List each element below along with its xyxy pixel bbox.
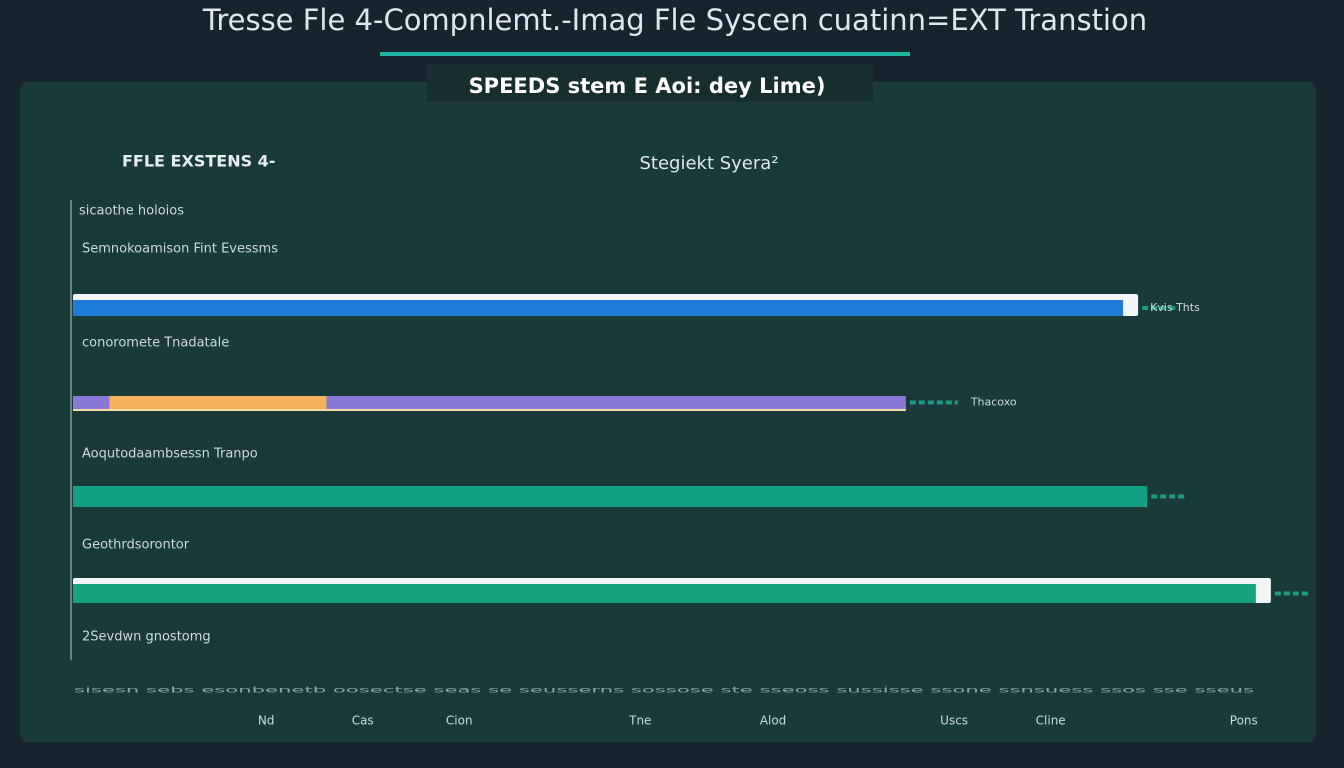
panel bbox=[20, 82, 1316, 742]
bottom-label: 2Sevdwn gnostomg bbox=[82, 630, 211, 645]
x-tick-label: Pons bbox=[1230, 714, 1258, 728]
chart-subtitle: SPEEDS stem E Aoi: dey Lime) bbox=[469, 74, 826, 98]
bar-segment bbox=[109, 396, 327, 409]
center-heading: Stegiekt Syera² bbox=[639, 153, 778, 174]
left-heading: FFLE EXSTENS 4- bbox=[122, 152, 275, 171]
bar-segment bbox=[73, 486, 1148, 507]
bar-note: Kvis Thts bbox=[1150, 301, 1200, 314]
category-label: Semnokoamison Fint Evessms bbox=[82, 242, 278, 257]
x-tick-label: Tne bbox=[628, 714, 651, 728]
x-tick-label: Cion bbox=[446, 714, 473, 728]
x-tick-label: Nd bbox=[258, 714, 275, 728]
x-tick-label: Uscs bbox=[940, 714, 968, 728]
x-tick-label: Alod bbox=[760, 714, 787, 728]
bar-segment bbox=[73, 584, 1256, 603]
x-tick-label: Cline bbox=[1036, 714, 1066, 728]
axis-label: sicaothe holoios bbox=[79, 204, 184, 219]
footnote: sisesn sebs esonbenetb oosectse seas se … bbox=[74, 686, 1254, 695]
bar-segment bbox=[73, 396, 110, 409]
bar-note: Thacoxo bbox=[970, 396, 1017, 409]
bar-segment bbox=[326, 396, 906, 409]
category-label: Aoqutodaambsessn Tranpo bbox=[82, 447, 258, 462]
x-tick-label: Cas bbox=[352, 714, 374, 728]
chart-title: Tresse Fle 4-Compnlemt.-Imag Fle Syscen … bbox=[202, 3, 1147, 37]
subtitle-tab bbox=[427, 64, 873, 102]
category-label: Geothrdsorontor bbox=[82, 538, 190, 553]
category-label: conoromete Tnadatale bbox=[82, 336, 229, 351]
bar-segment bbox=[73, 300, 1124, 316]
